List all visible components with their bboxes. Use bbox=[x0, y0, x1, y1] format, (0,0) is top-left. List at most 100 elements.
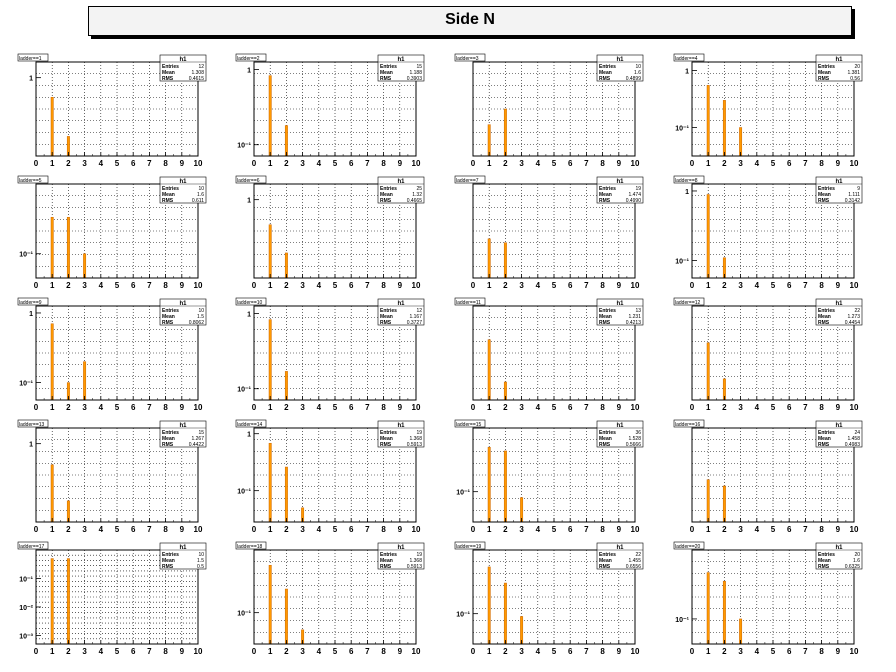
x-tick-label: 2 bbox=[722, 647, 727, 656]
stats-entries-value: 15 bbox=[198, 430, 204, 436]
stats-mean-value: 1.6 bbox=[197, 192, 204, 198]
stats-entries-value: 10 bbox=[198, 552, 204, 558]
x-tick-label: 8 bbox=[163, 403, 168, 412]
stats-entries-label: Entries bbox=[818, 64, 835, 70]
x-tick-label: 5 bbox=[333, 525, 338, 534]
x-tick-label: 0 bbox=[252, 281, 257, 290]
y-tick-label: 10⁻³ bbox=[19, 633, 33, 640]
panel-title: ladder==14 bbox=[237, 422, 263, 428]
y-tick-label: 10⁻¹ bbox=[237, 143, 251, 150]
stats-mean-label: Mean bbox=[599, 436, 612, 442]
stats-rms-label: RMS bbox=[599, 76, 611, 82]
x-tick-label: 8 bbox=[381, 403, 386, 412]
x-tick-label: 1 bbox=[706, 647, 711, 656]
x-tick-label: 0 bbox=[690, 403, 695, 412]
x-tick-label: 6 bbox=[568, 403, 573, 412]
histogram-bar bbox=[268, 319, 272, 401]
x-tick-label: 2 bbox=[284, 403, 289, 412]
x-tick-label: 8 bbox=[163, 281, 168, 290]
x-tick-label: 0 bbox=[34, 525, 39, 534]
stats-rms-label: RMS bbox=[162, 442, 174, 448]
x-tick-label: 9 bbox=[617, 403, 622, 412]
x-tick-label: 2 bbox=[722, 281, 727, 290]
stats-mean-label: Mean bbox=[380, 70, 393, 76]
stats-entries-value: 20 bbox=[854, 552, 860, 558]
x-tick-label: 7 bbox=[147, 159, 152, 168]
x-tick-label: 7 bbox=[365, 647, 370, 656]
x-tick-label: 6 bbox=[568, 647, 573, 656]
x-tick-label: 8 bbox=[819, 647, 824, 656]
x-tick-label: 9 bbox=[836, 159, 841, 168]
x-tick-label: 2 bbox=[503, 281, 508, 290]
x-tick-label: 3 bbox=[300, 281, 305, 290]
stats-name: h1 bbox=[179, 57, 187, 63]
x-tick-label: 2 bbox=[66, 647, 71, 656]
histogram-bar bbox=[487, 339, 491, 401]
x-tick-label: 1 bbox=[706, 159, 711, 168]
y-tick-label: 10⁻¹ bbox=[456, 612, 470, 619]
stats-rms-value: 0.5666 bbox=[626, 442, 642, 448]
x-tick-label: 10 bbox=[850, 525, 859, 534]
stats-mean-value: 1.5 bbox=[197, 558, 204, 564]
x-tick-label: 6 bbox=[131, 281, 136, 290]
x-tick-label: 1 bbox=[706, 403, 711, 412]
stats-entries-label: Entries bbox=[162, 186, 179, 192]
stats-mean-label: Mean bbox=[162, 70, 175, 76]
stats-rms-value: 0.4422 bbox=[189, 442, 205, 448]
panel-title-box bbox=[17, 175, 49, 184]
panel-title-box bbox=[454, 297, 486, 306]
x-tick-label: 6 bbox=[787, 403, 792, 412]
x-tick-label: 3 bbox=[82, 647, 87, 656]
x-tick-label: 10 bbox=[194, 281, 203, 290]
x-tick-label: 2 bbox=[284, 281, 289, 290]
stats-mean-label: Mean bbox=[380, 436, 393, 442]
panel-title-box bbox=[235, 175, 267, 184]
x-tick-label: 1 bbox=[706, 525, 711, 534]
y-tick-label: 1 bbox=[29, 76, 33, 83]
panel-title: ladder==5 bbox=[19, 178, 42, 184]
stats-box bbox=[815, 542, 863, 570]
histogram-bar bbox=[284, 125, 288, 157]
stats-mean-value: 1.381 bbox=[847, 70, 860, 76]
stats-name: h1 bbox=[616, 423, 624, 429]
stats-rms-value: 0.5913 bbox=[407, 564, 423, 570]
y-tick-label: 10⁻¹ bbox=[675, 617, 689, 624]
panel-title: ladder==19 bbox=[456, 544, 482, 550]
x-tick-label: 4 bbox=[99, 647, 104, 656]
histogram-bar bbox=[50, 216, 54, 279]
x-tick-label: 8 bbox=[381, 525, 386, 534]
stats-mean-value: 1.188 bbox=[409, 70, 422, 76]
x-tick-label: 4 bbox=[317, 159, 322, 168]
stats-entries-label: Entries bbox=[818, 186, 835, 192]
x-tick-label: 6 bbox=[787, 525, 792, 534]
stats-box bbox=[377, 176, 425, 204]
x-tick-label: 5 bbox=[771, 525, 776, 534]
x-tick-label: 1 bbox=[50, 281, 55, 290]
panel-title: ladder==13 bbox=[19, 422, 45, 428]
histogram-bar bbox=[66, 558, 70, 645]
y-tick-label: 10⁻² bbox=[19, 605, 33, 612]
stats-rms-label: RMS bbox=[599, 198, 611, 204]
panel-title: ladder==9 bbox=[19, 300, 42, 306]
x-tick-label: 1 bbox=[50, 647, 55, 656]
stats-entries-value: 10 bbox=[635, 64, 641, 70]
stats-box bbox=[815, 176, 863, 204]
x-tick-label: 4 bbox=[755, 647, 760, 656]
panel-title: ladder==20 bbox=[675, 544, 701, 550]
x-tick-label: 8 bbox=[600, 403, 605, 412]
x-tick-label: 8 bbox=[819, 281, 824, 290]
x-tick-label: 10 bbox=[412, 647, 421, 656]
x-tick-label: 8 bbox=[163, 159, 168, 168]
x-tick-label: 7 bbox=[365, 159, 370, 168]
x-tick-label: 10 bbox=[194, 159, 203, 168]
x-tick-label: 0 bbox=[690, 525, 695, 534]
stats-rms-value: 0.56 bbox=[850, 76, 860, 82]
stats-rms-value: 0.4454 bbox=[845, 320, 861, 326]
stats-mean-value: 1.273 bbox=[847, 314, 860, 320]
stats-rms-label: RMS bbox=[380, 198, 392, 204]
histogram-bar bbox=[66, 216, 70, 279]
stats-entries-value: 10 bbox=[198, 186, 204, 192]
panel-title: ladder==1 bbox=[19, 56, 42, 62]
